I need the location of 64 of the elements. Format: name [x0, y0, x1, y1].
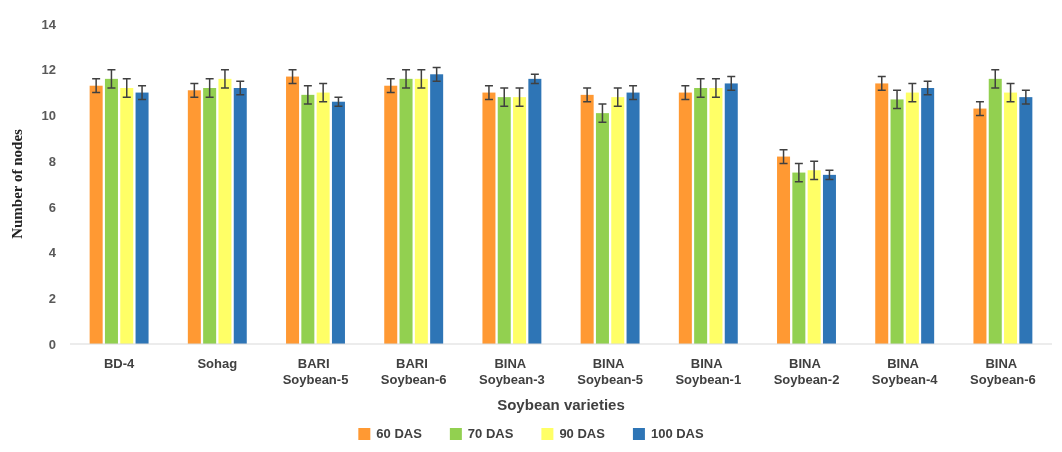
bar	[120, 88, 134, 344]
x-tick-label: BD-4	[103, 356, 136, 371]
x-tick-label: BINA Soybean-1	[675, 356, 742, 387]
bar	[286, 76, 300, 344]
bar	[724, 83, 738, 344]
y-tick-label: 4	[48, 245, 57, 261]
bar	[822, 174, 836, 344]
x-tick-label: Sohag	[197, 356, 238, 371]
bar	[384, 85, 398, 344]
legend-label: 100 DAS	[650, 426, 704, 441]
bar	[626, 92, 640, 344]
legend-label: 70 DAS	[467, 426, 514, 441]
y-tick-label: 2	[48, 290, 56, 306]
bar	[528, 78, 542, 344]
bar	[187, 90, 201, 344]
bar	[430, 74, 444, 344]
bar	[316, 92, 330, 344]
bar	[580, 94, 594, 344]
bar	[694, 88, 708, 344]
bar	[595, 113, 609, 344]
x-tick-label: BINA Soybean-4	[871, 356, 939, 387]
bar	[233, 88, 247, 344]
x-tick-label: BINA Soybean-5	[577, 356, 643, 387]
bar	[399, 78, 413, 344]
bar	[678, 92, 692, 344]
bar	[792, 172, 806, 344]
x-tick-label: BINA Soybean-2	[773, 356, 840, 387]
bar	[611, 97, 625, 344]
bar	[497, 97, 511, 344]
legend-label: 60 DAS	[376, 426, 423, 441]
bar	[921, 88, 935, 344]
y-tick-label: 6	[48, 199, 56, 215]
bar	[218, 78, 232, 344]
bar	[482, 92, 496, 344]
x-tick-label: BINA Soybean-3	[479, 356, 545, 387]
bar	[513, 97, 527, 344]
bar	[331, 101, 345, 344]
bar	[875, 83, 889, 344]
x-axis-title: Soybean varieties	[497, 396, 625, 413]
bar	[777, 156, 791, 344]
bar	[807, 170, 821, 344]
bar	[135, 92, 149, 344]
bar	[1004, 92, 1018, 344]
legend-label: 90 DAS	[559, 426, 606, 441]
bar	[414, 78, 428, 344]
x-tick-label: BINA Soybean-6	[970, 356, 1036, 387]
y-tick-label: 12	[41, 62, 56, 78]
bar	[973, 108, 987, 344]
bar	[104, 78, 118, 344]
y-tick-label: 0	[48, 336, 56, 352]
bar	[89, 85, 103, 344]
bar	[905, 92, 919, 344]
bar	[988, 78, 1002, 344]
y-tick-label: 14	[41, 16, 57, 32]
bar	[1019, 97, 1033, 344]
x-tick-label: BARI Soybean-5	[282, 356, 349, 387]
bar	[890, 99, 904, 344]
bar	[203, 88, 217, 344]
bar	[301, 94, 315, 344]
x-tick-label: BARI Soybean-6	[380, 356, 447, 387]
bar	[709, 88, 723, 344]
y-tick-label: 10	[41, 108, 56, 124]
y-tick-label: 8	[48, 153, 56, 169]
y-axis-title: Number of nodes	[9, 128, 25, 239]
